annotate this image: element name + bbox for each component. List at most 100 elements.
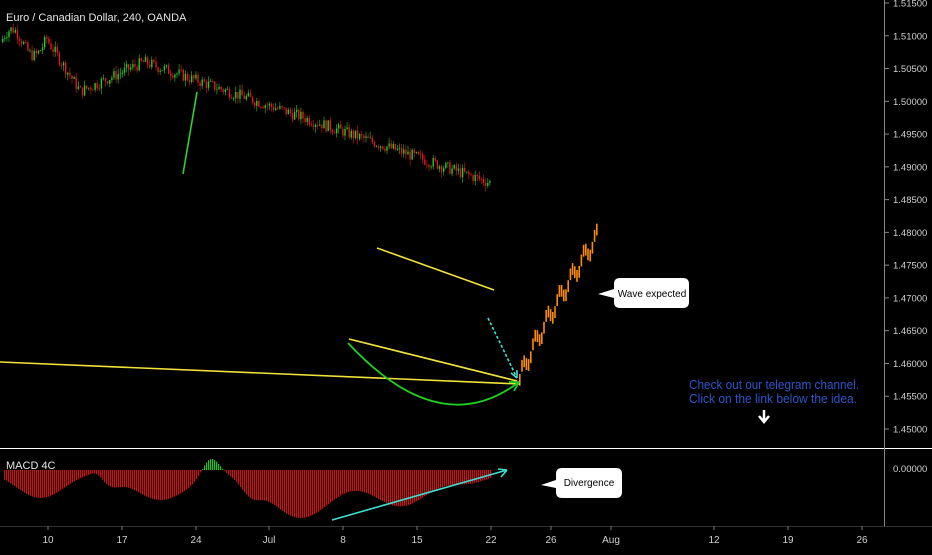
rounding-arc [347, 342, 520, 406]
candle-body [310, 124, 313, 126]
macd-bar [164, 470, 166, 500]
macd-bar [364, 470, 366, 493]
candle-body [167, 65, 170, 74]
candle-body [377, 146, 380, 148]
macd-bar [302, 470, 304, 518]
time-tick-label: 15 [411, 535, 423, 546]
projection-bar [556, 294, 558, 307]
candle-body [224, 89, 226, 92]
candle-body [65, 62, 67, 75]
macd-bar [218, 463, 220, 470]
candle-body [146, 57, 149, 65]
candle-body [86, 85, 88, 89]
projection-candles [519, 223, 598, 386]
candle-body [149, 64, 151, 68]
projection-bar [532, 338, 534, 351]
macd-bar [238, 470, 240, 485]
candle-body [466, 171, 468, 173]
projection-bar [560, 284, 563, 297]
macd-bar [68, 470, 70, 485]
macd-bar [20, 470, 22, 491]
candle-body [430, 166, 432, 168]
candle-body [270, 103, 273, 107]
macd-bar [160, 470, 162, 501]
candle-body [220, 86, 222, 90]
price-tick-label: 1.46000 [893, 359, 927, 370]
macd-bar [398, 470, 400, 507]
macd-bar [222, 468, 224, 470]
macd-bar [64, 470, 66, 488]
macd-bar [124, 470, 126, 488]
macd-bar [96, 470, 98, 475]
macd-bar [372, 470, 374, 496]
candle-body [75, 77, 77, 90]
macd-bar [6, 470, 8, 481]
candle-body [264, 105, 266, 109]
macd-bar [300, 470, 302, 519]
candle-body [209, 80, 212, 82]
macd-bar [338, 470, 340, 497]
projection-bar [536, 330, 539, 343]
macd-bar [298, 470, 300, 518]
candle-body [363, 135, 365, 138]
macd-bar [112, 470, 114, 488]
macd-bar [192, 470, 194, 485]
macd-bar [392, 470, 394, 506]
macd-bar [324, 470, 326, 508]
macd-bar [434, 470, 436, 491]
time-tick-label: 17 [116, 535, 128, 546]
candle-body [251, 97, 254, 103]
divergence-callout-bubble [541, 468, 622, 498]
macd-bar [448, 470, 450, 486]
macd-bar [370, 470, 372, 495]
candle-body [398, 147, 401, 149]
candle-body [212, 80, 214, 82]
projection-bar [552, 311, 554, 324]
candle-body [184, 73, 187, 81]
candle-body [302, 111, 304, 119]
price-tick-label: 1.48500 [893, 195, 927, 206]
macd-bar [418, 470, 420, 501]
projection-bar [567, 280, 569, 293]
price-tick-label: 1.51500 [893, 0, 927, 10]
arc-arrow-head [509, 381, 520, 392]
time-tick-label: 24 [190, 535, 202, 546]
candle-body [478, 175, 481, 179]
candle-body [56, 46, 58, 53]
drawings [0, 91, 770, 521]
candle-body [94, 83, 96, 90]
candle-body [132, 64, 134, 68]
macd-bar [246, 470, 248, 495]
wave-callout-text: Wave expected [618, 289, 687, 300]
macd-bar [60, 470, 62, 491]
macd-bar [168, 470, 170, 499]
candle-body [182, 69, 184, 81]
price-tick-label: 1.47000 [893, 293, 927, 304]
time-tick-label: Aug [602, 535, 620, 546]
candle-body [392, 144, 394, 149]
candle-body [71, 75, 73, 79]
macd-bar [478, 470, 480, 482]
macd-bar [456, 470, 458, 485]
candle-body [44, 36, 46, 48]
macd-bar [106, 470, 108, 485]
candle-body [369, 137, 371, 139]
candle-body [293, 112, 296, 120]
candle-body [367, 136, 369, 138]
price-tick-label: 1.51000 [893, 31, 927, 42]
macd-bar [320, 470, 322, 511]
candle-body [354, 130, 357, 138]
candle-body [459, 168, 462, 178]
macd-bar [92, 470, 94, 474]
macd-bar [120, 470, 122, 488]
macd-bar [22, 470, 24, 492]
macd-bar [394, 470, 396, 506]
macd-bar [42, 470, 44, 498]
macd-bar [206, 462, 208, 470]
macd-bar [84, 470, 86, 477]
candle-body [333, 132, 336, 134]
macd-bar [382, 470, 384, 502]
macd-bar [198, 470, 200, 476]
macd-bar [270, 470, 272, 503]
macd-bar [108, 470, 110, 486]
